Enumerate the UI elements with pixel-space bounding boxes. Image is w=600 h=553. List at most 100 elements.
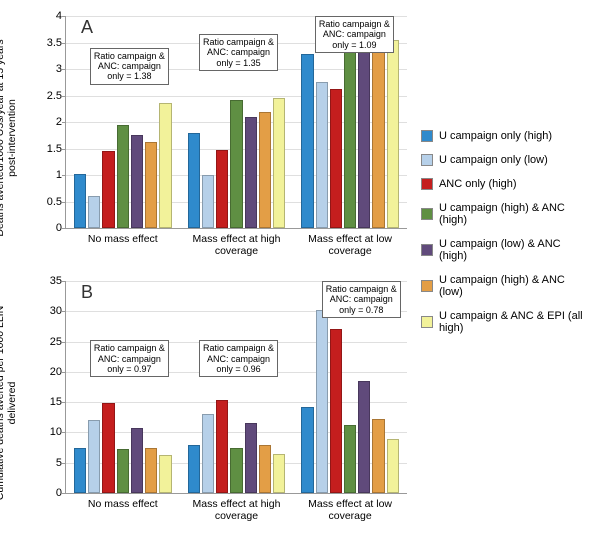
bar-group: No mass effect (66, 281, 180, 493)
bar (230, 448, 242, 493)
bar (202, 414, 214, 493)
bar (387, 40, 399, 228)
bar (188, 133, 200, 228)
y-tick-label: 0 (56, 222, 66, 234)
y-tick-label: 1 (56, 169, 66, 181)
legend-swatch (421, 178, 433, 190)
bar (74, 174, 86, 228)
ratio-note: Ratio campaign &ANC: campaignonly = 0.96 (199, 340, 278, 377)
legend-item: U campaign (low) & ANC (high) (421, 238, 590, 262)
bar (358, 50, 370, 228)
y-tick-label: 4 (56, 10, 66, 22)
legend-swatch (421, 154, 433, 166)
bar (88, 420, 100, 493)
bar (259, 112, 271, 228)
category-label: Mass effect at highcoverage (181, 493, 291, 522)
bar (74, 448, 86, 493)
category-label: Mass effect at highcoverage (181, 228, 291, 257)
y-tick-label: 3 (56, 63, 66, 75)
bar (102, 151, 114, 228)
bar (159, 455, 171, 493)
bar (145, 448, 157, 493)
y-tick-label: 5 (56, 457, 66, 469)
bar (245, 423, 257, 493)
bar-group: Mass effect at highcoverage (180, 281, 294, 493)
y-tick-label: 2.5 (47, 90, 66, 102)
legend-label: ANC only (high) (439, 178, 517, 190)
bar (358, 381, 370, 493)
legend-label: U campaign only (low) (439, 154, 548, 166)
bar (245, 117, 257, 228)
bar (330, 89, 342, 228)
y-tick-label: 0 (56, 487, 66, 499)
y-tick-label: 3.5 (47, 37, 66, 49)
legend: U campaign only (high) U campaign only (l… (411, 10, 590, 540)
legend-label: U campaign (high) & ANC (low) (439, 274, 590, 298)
bar (159, 103, 171, 228)
bar (102, 403, 114, 493)
bar (273, 98, 285, 228)
bar (372, 419, 384, 494)
y-tick-label: 10 (50, 426, 66, 438)
ratio-note: Ratio campaign &ANC: campaignonly = 0.97 (90, 340, 169, 377)
legend-item: U campaign (high) & ANC (low) (421, 274, 590, 298)
bar (273, 454, 285, 493)
legend-item: U campaign only (high) (421, 130, 590, 142)
legend-label: U campaign & ANC & EPI (all high) (439, 310, 590, 334)
category-label: Mass effect at lowcoverage (295, 228, 405, 257)
bar (316, 310, 328, 493)
ratio-note: Ratio campaign &ANC: campaignonly = 1.38 (90, 48, 169, 85)
legend-item: ANC only (high) (421, 178, 590, 190)
legend-item: U campaign (high) & ANC (high) (421, 202, 590, 226)
y-tick-label: 1.5 (47, 143, 66, 155)
ratio-note: Ratio campaign &ANC: campaignonly = 1.09 (315, 16, 394, 53)
bar (131, 428, 143, 493)
category-label: No mass effect (68, 228, 178, 245)
y-axis-label: Deaths averted/1000 U5s/year at 15 years… (0, 18, 18, 258)
bar (88, 196, 100, 228)
bar (117, 125, 129, 228)
y-tick-label: 20 (50, 366, 66, 378)
y-axis-label: Cumulative deaths averted per 1000 LLINd… (0, 283, 18, 523)
bar (372, 45, 384, 228)
legend-item: U campaign only (low) (421, 154, 590, 166)
bar (301, 54, 313, 228)
bar (216, 150, 228, 228)
legend-label: U campaign (high) & ANC (high) (439, 202, 590, 226)
bar (117, 449, 129, 493)
category-label: No mass effect (68, 493, 178, 510)
legend-item: U campaign & ANC & EPI (all high) (421, 310, 590, 334)
legend-swatch (421, 208, 433, 220)
category-label: Mass effect at lowcoverage (295, 493, 405, 522)
legend-swatch (421, 244, 433, 256)
legend-label: U campaign (low) & ANC (high) (439, 238, 590, 262)
bar (301, 407, 313, 493)
ratio-note: Ratio campaign &ANC: campaignonly = 0.78 (322, 281, 401, 318)
legend-swatch (421, 130, 433, 142)
bar (131, 135, 143, 228)
bar (316, 82, 328, 228)
y-tick-label: 25 (50, 336, 66, 348)
bar (230, 100, 242, 228)
plot-area: 05101520253035BNo mass effectMass effect… (65, 281, 407, 494)
bar (145, 142, 157, 228)
y-tick-label: 2 (56, 116, 66, 128)
legend-label: U campaign only (high) (439, 130, 552, 142)
bar (344, 425, 356, 493)
bar (202, 175, 214, 228)
bar (344, 39, 356, 228)
legend-swatch (421, 280, 433, 292)
bar (216, 400, 228, 493)
chart-panel-B: Cumulative deaths averted per 1000 LLINd… (10, 275, 411, 530)
ratio-note: Ratio campaign &ANC: campaignonly = 1.35 (199, 34, 278, 71)
bar (259, 445, 271, 493)
bar (387, 439, 399, 494)
chart-panel-A: Deaths averted/1000 U5s/year at 15 years… (10, 10, 411, 265)
y-tick-label: 35 (50, 275, 66, 287)
bar (188, 445, 200, 493)
plot-area: 00.511.522.533.54ANo mass effectMass eff… (65, 16, 407, 229)
y-tick-label: 15 (50, 396, 66, 408)
y-tick-label: 0.5 (47, 196, 66, 208)
y-tick-label: 30 (50, 305, 66, 317)
legend-swatch (421, 316, 433, 328)
